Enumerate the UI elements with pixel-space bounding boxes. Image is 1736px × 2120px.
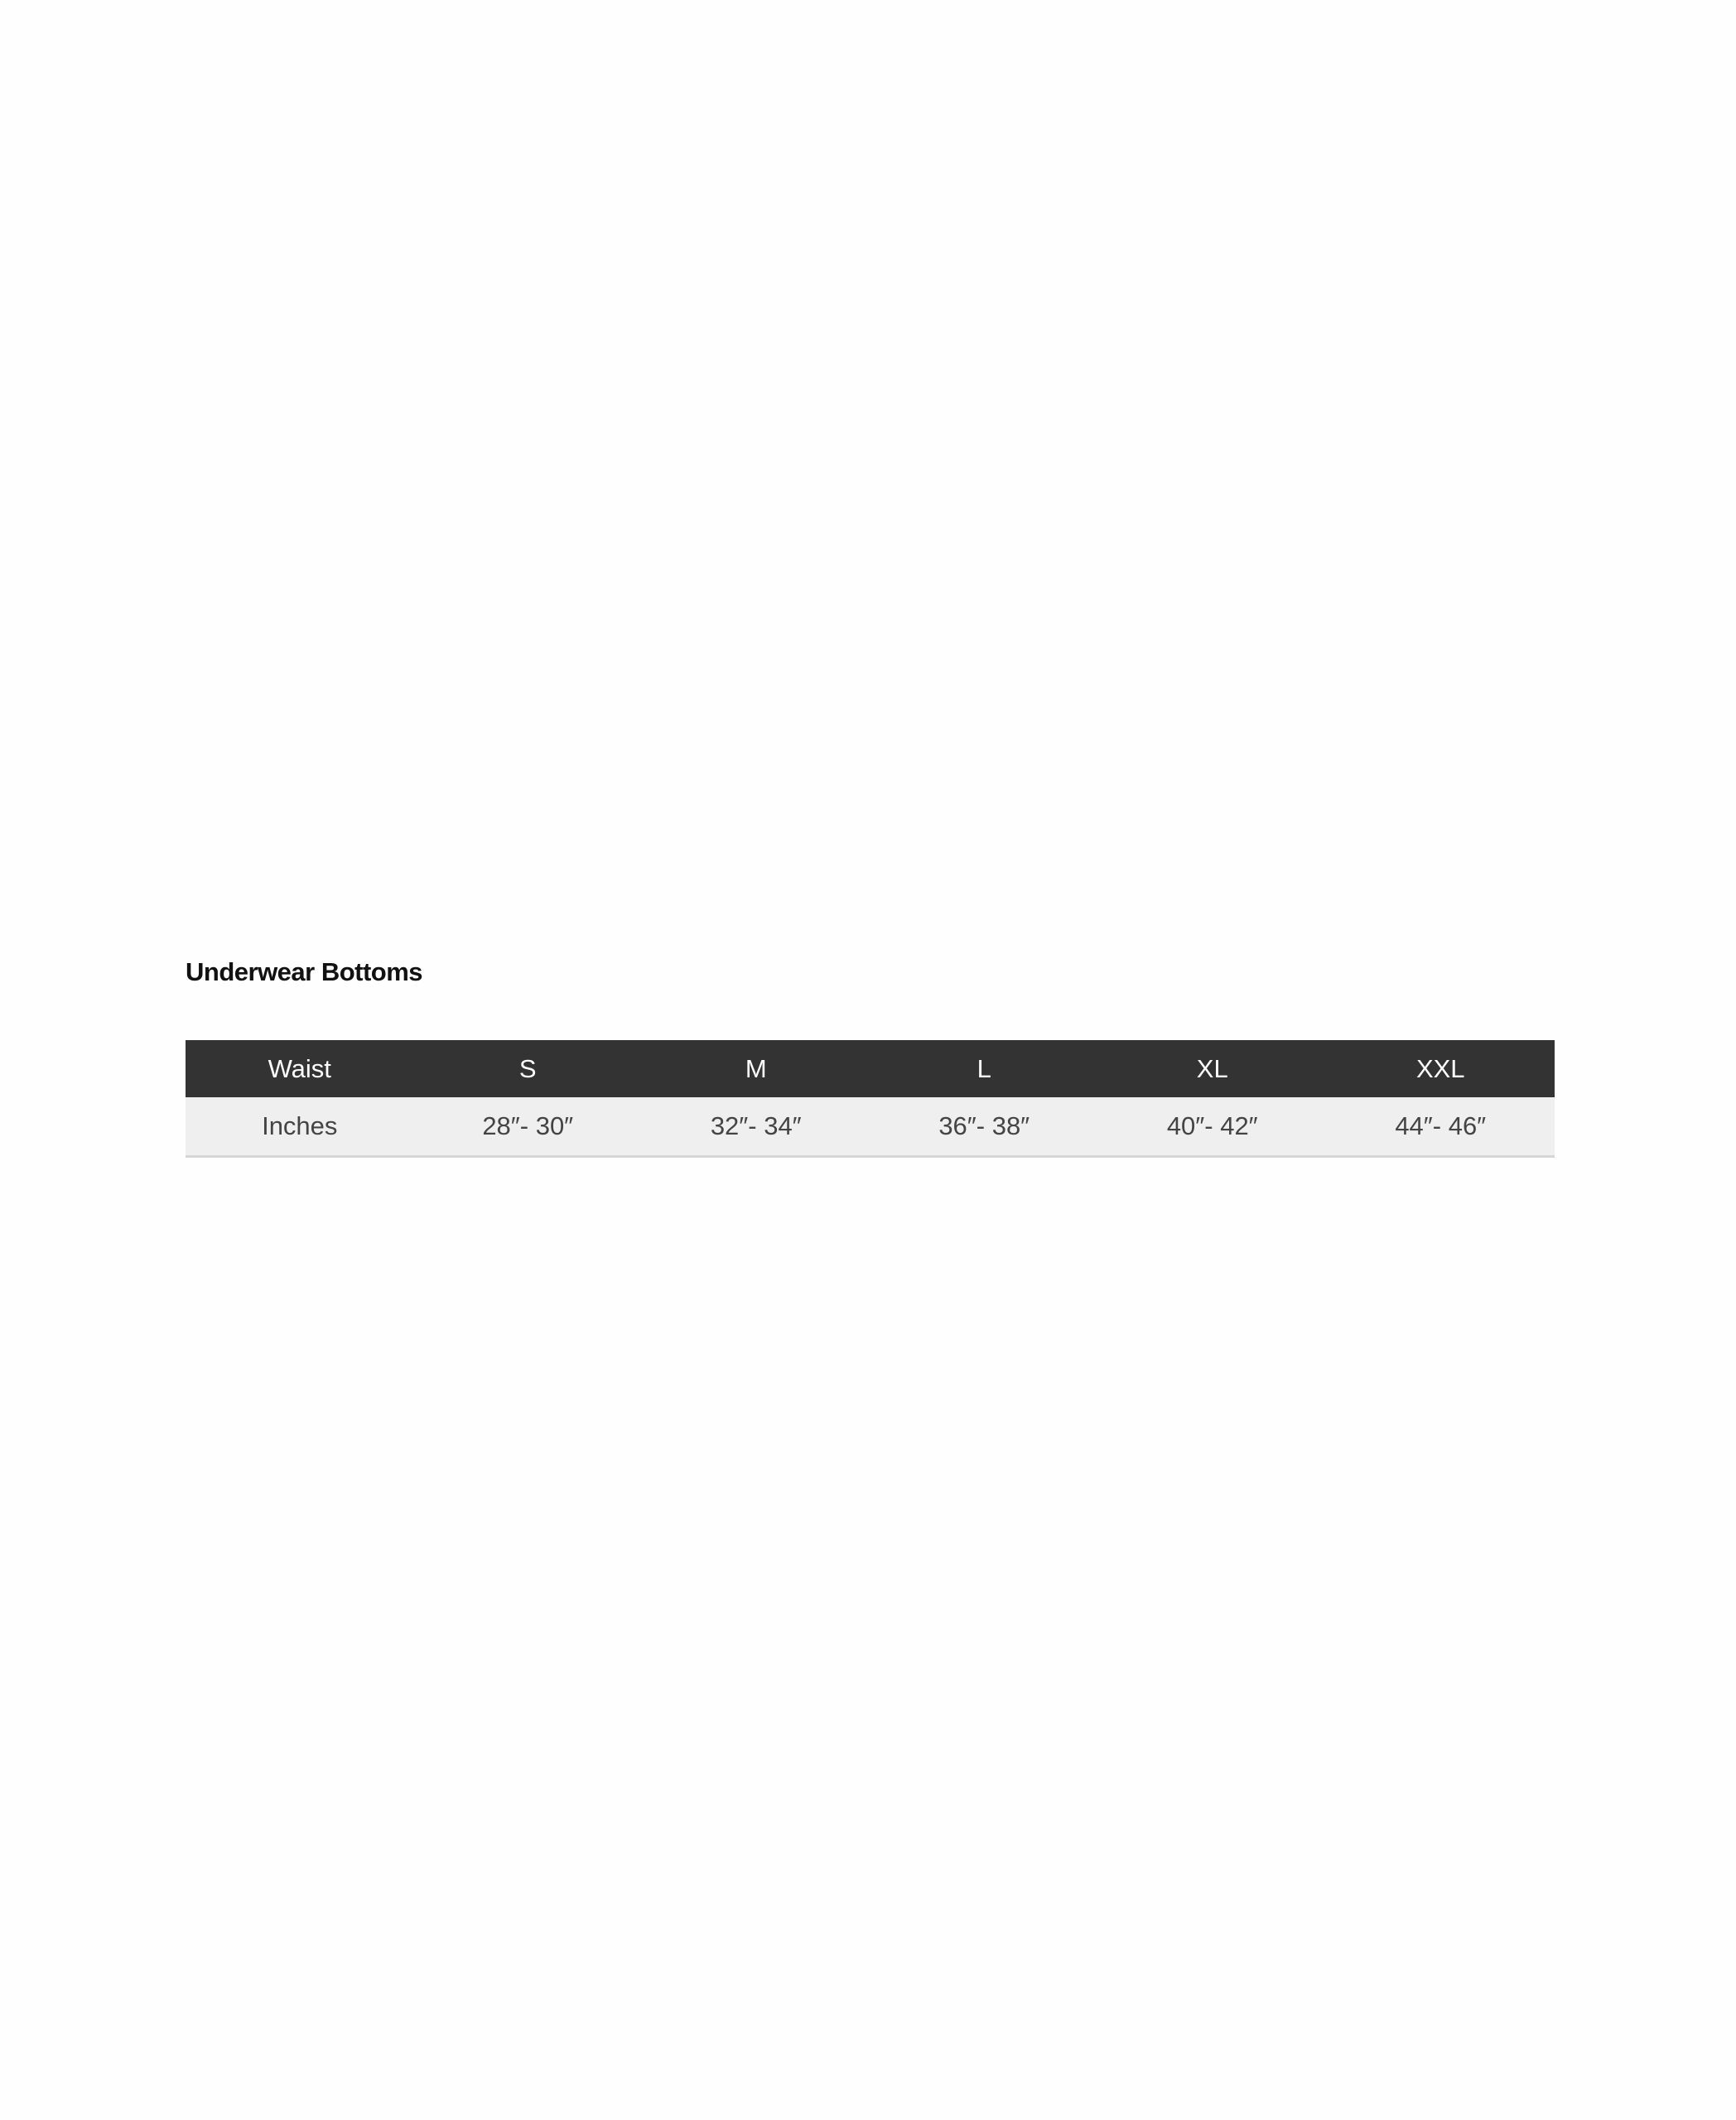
header-xl: XL <box>1098 1040 1327 1097</box>
cell-xxl: 44″- 46″ <box>1326 1097 1555 1158</box>
row-label: Inches <box>186 1097 414 1158</box>
cell-l: 36″- 38″ <box>870 1097 1098 1158</box>
header-waist: Waist <box>186 1040 414 1097</box>
cell-m: 32″- 34″ <box>642 1097 870 1158</box>
cell-xl: 40″- 42″ <box>1098 1097 1327 1158</box>
cell-s: 28″- 30″ <box>413 1097 642 1158</box>
header-l: L <box>870 1040 1098 1097</box>
size-chart-table: Waist S M L XL XXL Inches 28″- 30″ 32″- … <box>186 1040 1555 1158</box>
header-xxl: XXL <box>1326 1040 1555 1097</box>
table-header-row: Waist S M L XL XXL <box>186 1040 1555 1097</box>
header-m: M <box>642 1040 870 1097</box>
section-title: Underwear Bottoms <box>186 957 423 986</box>
header-s: S <box>413 1040 642 1097</box>
table-row: Inches 28″- 30″ 32″- 34″ 36″- 38″ 40″- 4… <box>186 1097 1555 1158</box>
